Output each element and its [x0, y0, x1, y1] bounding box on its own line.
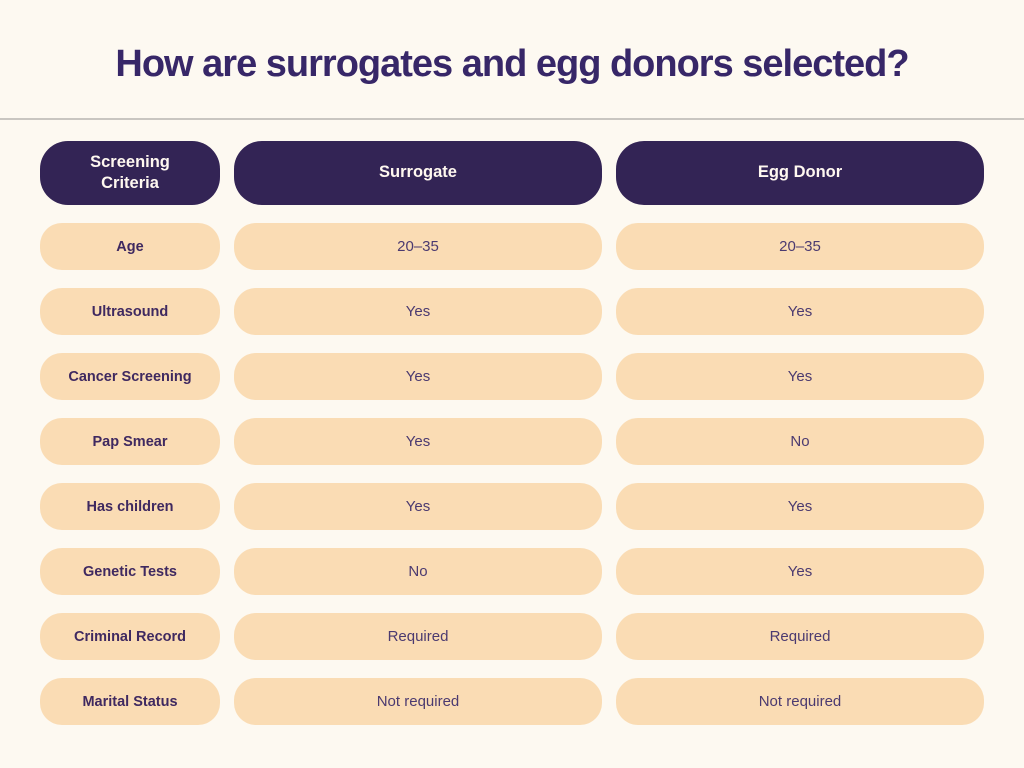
page-title: How are surrogates and egg donors select…: [115, 42, 909, 85]
title-bar: How are surrogates and egg donors select…: [0, 0, 1024, 120]
row-label-genetic-tests: Genetic Tests: [40, 548, 220, 595]
cell-surrogate-age: 20–35: [234, 223, 602, 270]
column-header-screening-criteria: Screening Criteria: [40, 141, 220, 205]
row-label-has-children: Has children: [40, 483, 220, 530]
row-label-criminal-record: Criminal Record: [40, 613, 220, 660]
cell-surrogate-has-children: Yes: [234, 483, 602, 530]
row-label-cancer-screening: Cancer Screening: [40, 353, 220, 400]
column-header-egg-donor: Egg Donor: [616, 141, 984, 205]
cell-egg-donor-criminal-record: Required: [616, 613, 984, 660]
row-label-age: Age: [40, 223, 220, 270]
cell-surrogate-ultrasound: Yes: [234, 288, 602, 335]
cell-egg-donor-age: 20–35: [616, 223, 984, 270]
comparison-table: Screening Criteria Surrogate Egg Donor A…: [40, 141, 984, 725]
cell-egg-donor-marital-status: Not required: [616, 678, 984, 725]
column-header-surrogate: Surrogate: [234, 141, 602, 205]
cell-surrogate-criminal-record: Required: [234, 613, 602, 660]
row-label-ultrasound: Ultrasound: [40, 288, 220, 335]
cell-surrogate-cancer-screening: Yes: [234, 353, 602, 400]
row-label-pap-smear: Pap Smear: [40, 418, 220, 465]
cell-egg-donor-cancer-screening: Yes: [616, 353, 984, 400]
cell-surrogate-genetic-tests: No: [234, 548, 602, 595]
cell-surrogate-marital-status: Not required: [234, 678, 602, 725]
cell-surrogate-pap-smear: Yes: [234, 418, 602, 465]
cell-egg-donor-pap-smear: No: [616, 418, 984, 465]
cell-egg-donor-has-children: Yes: [616, 483, 984, 530]
row-label-marital-status: Marital Status: [40, 678, 220, 725]
cell-egg-donor-genetic-tests: Yes: [616, 548, 984, 595]
cell-egg-donor-ultrasound: Yes: [616, 288, 984, 335]
